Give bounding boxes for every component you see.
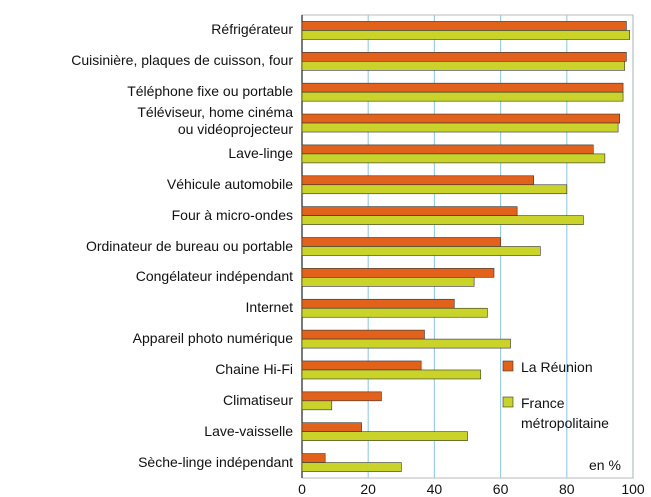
y-tick-label: Cuisinière, plaques de cuisson, four <box>71 52 293 69</box>
bar <box>301 307 488 318</box>
bar <box>301 144 594 155</box>
y-tick-label: Congélateur indépendant <box>135 268 293 285</box>
bar <box>301 246 541 256</box>
bar <box>301 206 518 216</box>
bar <box>301 51 627 62</box>
bar <box>301 431 468 442</box>
bar <box>301 91 624 102</box>
y-tick-label: Véhicule automobile <box>166 175 293 192</box>
bar <box>301 360 422 371</box>
y-tick-label: Climatiseur <box>222 391 293 408</box>
y-tick-label: Téléphone fixe ou portable <box>127 83 293 100</box>
bar <box>301 184 568 195</box>
y-tick-label: Lave-linge <box>228 144 293 161</box>
y-tick-label: Chaine Hi-Fi <box>215 360 293 377</box>
bar <box>301 153 606 164</box>
bar <box>301 268 495 278</box>
y-tick-label: Lave-vaisselle <box>204 422 293 439</box>
bar <box>301 453 326 463</box>
legend-label: France métropolitaine <box>521 395 609 431</box>
bar <box>301 122 619 133</box>
y-tick-label: Téléviseur, home cinéma ou vidéoprojecte… <box>137 104 293 138</box>
legend-swatch <box>502 396 514 408</box>
y-tick-label: Ordinateur de bureau ou portable <box>85 237 293 254</box>
y-tick-label: Appareil photo numérique <box>132 330 293 347</box>
bar <box>301 21 627 31</box>
bar <box>301 391 382 402</box>
unit-annotation: en % <box>589 457 621 473</box>
bar <box>301 113 621 124</box>
bar <box>301 462 402 472</box>
y-tick-label: Internet <box>245 299 293 316</box>
x-tick-label: 0 <box>298 481 306 497</box>
legend-label: La Réunion <box>521 359 593 375</box>
bar <box>301 298 455 309</box>
bar <box>301 338 511 349</box>
y-tick-label: Four à micro-ondes <box>171 206 293 223</box>
bar <box>301 422 362 433</box>
bar <box>301 369 482 380</box>
bar <box>301 175 534 186</box>
bar <box>301 30 630 40</box>
x-tick-label: 100 <box>621 481 645 497</box>
bar <box>301 215 584 225</box>
bar <box>301 237 501 247</box>
y-tick-label: Réfrigérateur <box>211 21 293 38</box>
legend-swatch <box>502 360 514 372</box>
bar <box>301 82 624 93</box>
bar <box>301 277 475 287</box>
bar <box>301 329 425 340</box>
x-tick-label: 60 <box>492 481 509 497</box>
y-tick-label: Sèche-linge indépendant <box>138 453 293 470</box>
bar <box>301 60 626 71</box>
x-tick-label: 40 <box>426 481 443 497</box>
bar <box>301 400 333 411</box>
x-tick-label: 80 <box>559 481 575 497</box>
x-tick-label: 20 <box>360 481 376 497</box>
